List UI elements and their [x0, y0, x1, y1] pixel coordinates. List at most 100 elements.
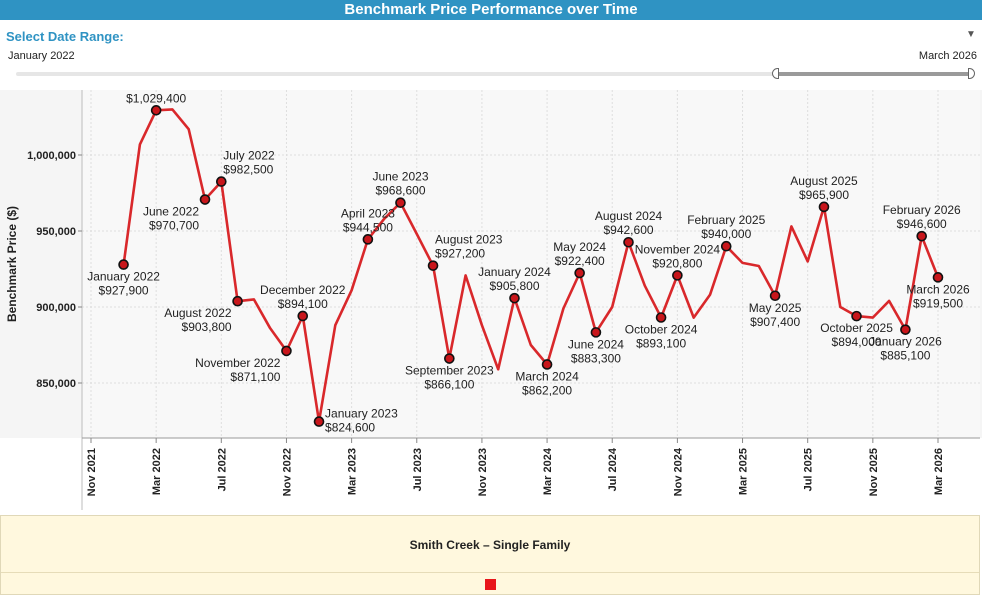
y-tick-label: 1,000,000: [27, 150, 76, 162]
date-range-slider-track[interactable]: [16, 72, 974, 76]
data-label-price: $927,900: [99, 284, 149, 298]
data-label-price: $894,000: [832, 335, 882, 349]
data-label-month: October 2024: [625, 322, 698, 336]
data-point-marker: [720, 240, 732, 252]
data-point-marker: [199, 194, 211, 205]
plot-background: [0, 90, 982, 510]
data-point-marker: [590, 327, 602, 338]
data-point-marker: [150, 105, 162, 116]
data-label-price: $944,500: [343, 220, 393, 234]
x-tick-label: Jul 2022: [216, 448, 228, 491]
y-tick-label: 950,000: [36, 226, 76, 238]
data-point-marker: [932, 272, 944, 283]
data-label-month: August 2024: [595, 209, 663, 223]
y-axis: 850,000 900,000 950,000 1,000,000 Benchmark …: [5, 90, 980, 510]
data-label-price: $907,400: [750, 315, 800, 329]
data-label-price: $866,100: [424, 378, 474, 392]
data-point-marker: [297, 310, 309, 322]
data-label-month: January 2026: [869, 335, 942, 349]
data-label-month: May 2024: [553, 240, 606, 254]
x-tick-label: Nov 2022: [281, 448, 293, 496]
data-label-price: $940,000: [701, 227, 751, 241]
range-start-label: January 2022: [8, 50, 75, 62]
data-label-month: February 2026: [883, 203, 961, 217]
data-label-price: $885,100: [880, 349, 930, 363]
data-point-marker: [672, 270, 683, 281]
data-label-price: $894,100: [278, 297, 328, 311]
data-label-month: June 2022: [143, 205, 199, 219]
data-point-marker: [623, 236, 634, 248]
data-label-month: March 2026: [906, 282, 970, 296]
data-point-marker: [769, 290, 781, 302]
page-title: Benchmark Price Performance over Time: [0, 0, 982, 20]
data-label-price: $942,600: [603, 223, 653, 237]
x-tick-label: Mar 2025: [738, 448, 750, 495]
data-label-month: August 2023: [435, 233, 503, 247]
x-tick-label: Mar 2023: [347, 448, 359, 495]
series-line: [122, 108, 940, 423]
data-label-month: February 2025: [687, 213, 765, 227]
data-label-month: January 2023: [325, 407, 398, 421]
data-label-month: November 2022: [195, 356, 281, 370]
price-line-chart: 850,000 900,000 950,000 1,000,000 Benchmark …: [0, 90, 982, 510]
data-point-marker: [313, 416, 325, 427]
data-label-price: $927,200: [435, 247, 485, 261]
data-point-marker: [395, 197, 406, 209]
y-tick-label: 900,000: [36, 302, 76, 314]
data-label-price: $903,800: [182, 320, 232, 334]
data-point-marker: [655, 312, 667, 323]
data-label-month: September 2023: [405, 364, 494, 378]
data-label-month: November 2024: [635, 242, 721, 256]
gridlines: [82, 90, 980, 438]
data-point-marker: [118, 259, 129, 270]
x-tick-label: Mar 2022: [151, 448, 163, 495]
data-label-month: July 2022: [223, 149, 275, 163]
data-point-marker: [509, 292, 520, 304]
data-label-month: May 2025: [749, 301, 802, 315]
x-axis: Nov 2021 Mar 2022 Jul 2022 Nov 2022 Mar 2023…: [86, 438, 945, 496]
data-label-price: $922,400: [555, 254, 605, 268]
x-tick-label: Nov 2023: [477, 448, 489, 496]
data-label-month: January 2022: [87, 270, 160, 284]
x-tick-label: Jul 2024: [607, 447, 619, 491]
x-tick-label: Jul 2025: [803, 448, 815, 491]
data-point-marker: [818, 201, 830, 213]
slider-end-handle[interactable]: [968, 68, 975, 79]
data-label-price: $920,800: [652, 256, 702, 270]
data-label-price: $965,900: [799, 188, 849, 202]
data-point-marker: [281, 345, 292, 357]
legend-swatch[interactable]: [485, 579, 496, 590]
data-label-price: $824,600: [325, 421, 375, 435]
data-label-price: $968,600: [375, 184, 425, 198]
data-label-price: $970,700: [149, 219, 199, 233]
data-point-marker: [851, 310, 862, 322]
data-label-month: June 2023: [372, 170, 428, 184]
data-label-price: $982,500: [223, 163, 273, 177]
triangle-down-icon[interactable]: ▼: [966, 29, 976, 40]
data-label-month: October 2025: [820, 321, 893, 335]
data-point-marker: [574, 267, 585, 279]
data-point-marker: [362, 234, 374, 245]
data-label-price: $883,300: [571, 351, 621, 365]
data-point-marker: [900, 324, 911, 335]
data-label-price: $871,100: [230, 370, 280, 384]
slider-start-handle[interactable]: [772, 68, 779, 79]
data-label-month: March 2024: [515, 369, 579, 383]
data-label-price: $1,029,400: [126, 91, 186, 105]
range-end-label: March 2026: [918, 50, 977, 62]
data-point-marker: [232, 295, 243, 307]
data-label-month: August 2022: [164, 306, 232, 320]
data-point-marker: [427, 260, 439, 271]
data-label-price: $862,200: [522, 383, 572, 397]
date-range-label: Select Date Range:: [6, 29, 124, 44]
data-point-marker: [541, 359, 553, 370]
benchmark-price-line: [122, 108, 940, 423]
x-tick-label: Mar 2024: [542, 447, 554, 495]
data-label-price: $919,500: [913, 296, 963, 310]
legend-divider: [1, 572, 979, 573]
legend-panel: Smith Creek – Single Family: [0, 515, 980, 595]
x-tick-label: Nov 2025: [868, 448, 880, 496]
x-tick-label: Nov 2024: [672, 447, 684, 496]
data-labels: January 2022$927,900 March 2022$1,029,400…: [87, 90, 970, 435]
x-tick-label: Nov 2021: [86, 448, 98, 496]
